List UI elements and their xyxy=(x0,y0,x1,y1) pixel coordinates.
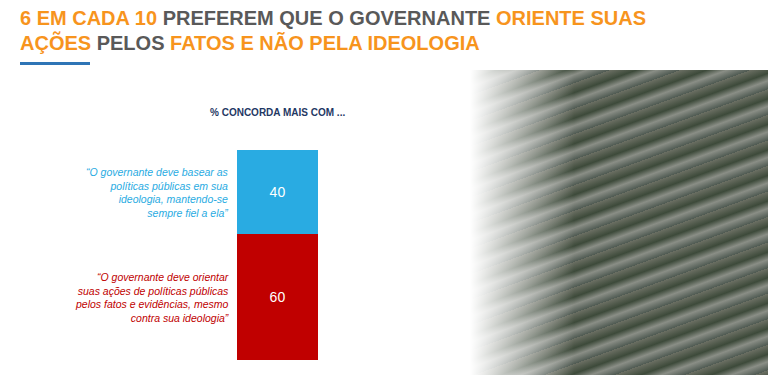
html-text:6 EM CADA 10 PREFEREM QUE O GO: 6 EM CADA 10 PREFEREM QUE O GOVERNANTE O… xyxy=(20,7,646,29)
svg-text:40: 40 xyxy=(270,184,286,200)
svg-text:“O governante deve basear aspo: “O governante deve basear aspolíticas pú… xyxy=(86,166,229,219)
svg-text:60: 60 xyxy=(270,289,286,305)
svg-text:% CONCORDA MAIS COM ...: % CONCORDA MAIS COM ... xyxy=(210,107,345,118)
svg-text:“O governante deve orientarsua: “O governante deve orientarsuas ações de… xyxy=(75,271,229,324)
html-text:AÇÕES PELOS FATOS E NÃO PELA I: AÇÕES PELOS FATOS E NÃO PELA IDEOLOGIA xyxy=(20,32,480,54)
